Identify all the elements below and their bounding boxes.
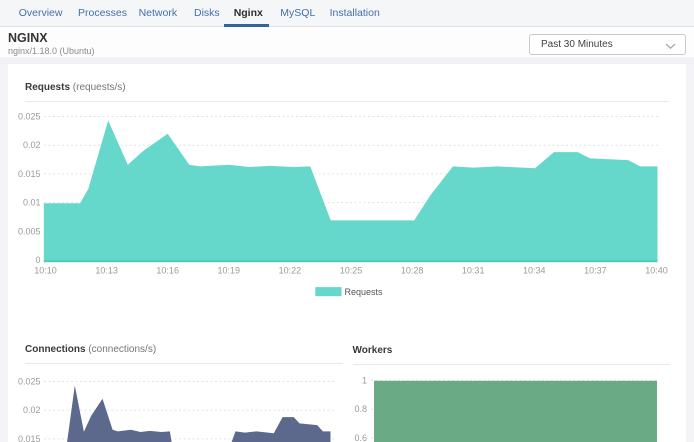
svg-text:10:22: 10:22	[279, 266, 302, 276]
svg-text:10:28: 10:28	[401, 266, 424, 276]
svg-text:10:16: 10:16	[156, 266, 179, 276]
svg-text:0.015: 0.015	[18, 434, 41, 442]
svg-text:10:40: 10:40	[645, 266, 668, 276]
svg-text:0.005: 0.005	[18, 226, 41, 236]
svg-text:0.8: 0.8	[354, 404, 367, 414]
svg-text:0.025: 0.025	[18, 112, 41, 122]
svg-text:10:37: 10:37	[584, 266, 607, 276]
svg-text:0.6: 0.6	[354, 433, 367, 442]
svg-text:0.025: 0.025	[18, 377, 41, 387]
svg-text:1: 1	[362, 376, 367, 386]
svg-text:0.015: 0.015	[18, 169, 41, 179]
svg-text:10:19: 10:19	[218, 266, 241, 276]
svg-text:10:13: 10:13	[95, 266, 118, 276]
svg-text:10:10: 10:10	[34, 266, 57, 276]
svg-text:Requests: Requests	[345, 287, 384, 297]
svg-text:10:34: 10:34	[523, 266, 546, 276]
svg-text:0.02: 0.02	[23, 405, 41, 415]
svg-text:0.01: 0.01	[23, 198, 41, 208]
svg-text:0: 0	[35, 255, 40, 265]
svg-text:10:31: 10:31	[462, 266, 485, 276]
svg-text:10:25: 10:25	[340, 266, 363, 276]
svg-text:0.02: 0.02	[23, 140, 41, 150]
